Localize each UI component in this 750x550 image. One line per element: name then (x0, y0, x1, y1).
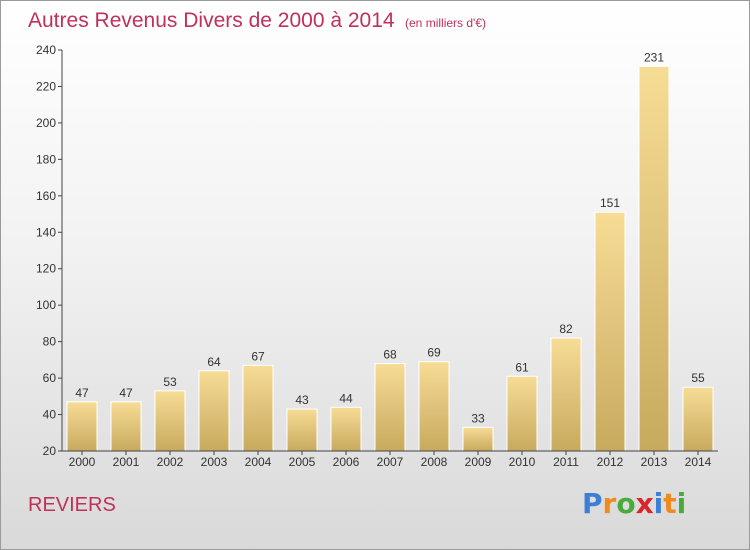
y-tick-label: 160 (36, 189, 56, 203)
axes (58, 49, 718, 455)
y-tick-label: 100 (36, 298, 56, 312)
logo-letter: o (616, 487, 636, 520)
data-label: 33 (471, 411, 485, 425)
y-tick-label: 200 (36, 116, 56, 130)
title-unit: (en milliers d'€) (405, 16, 486, 30)
x-tick-label: 2011 (553, 455, 579, 469)
data-label: 44 (339, 391, 353, 405)
y-tick-label: 140 (36, 225, 56, 239)
logo-letter: i (676, 487, 687, 520)
x-tick-label: 2006 (333, 455, 360, 469)
logo-letter: P (582, 487, 603, 520)
data-label: 53 (163, 375, 177, 389)
logo-letter: i (653, 487, 664, 520)
bar (682, 386, 714, 452)
data-label: 64 (207, 355, 221, 369)
y-tick-label: 60 (43, 371, 57, 385)
bar (198, 370, 230, 452)
x-tick-label: 2002 (157, 455, 184, 469)
labels: 47 47 53 64 67 43 44 68 69 33 61 82 151 231 55 20 40 60 80… (36, 43, 712, 469)
bar (638, 65, 670, 452)
bars (66, 65, 714, 452)
x-tick-label: 2003 (201, 455, 228, 469)
y-tick-label: 220 (36, 79, 56, 93)
y-tick-label: 40 (43, 408, 57, 422)
data-label: 43 (295, 393, 309, 407)
bar (242, 364, 274, 452)
x-tick-label: 2008 (421, 455, 448, 469)
y-tick-label: 120 (36, 262, 56, 276)
data-label: 67 (251, 349, 265, 363)
bar (374, 363, 406, 452)
y-tick-label: 240 (36, 43, 56, 57)
data-label: 69 (427, 346, 441, 360)
x-tick-label: 2010 (509, 455, 536, 469)
title-main: Autres Revenus Divers de 2000 à 2014 (28, 9, 395, 32)
x-tick-label: 2004 (245, 455, 272, 469)
data-label: 47 (75, 386, 89, 400)
chart-title: Autres Revenus Divers de 2000 à 2014 (en… (28, 9, 486, 33)
y-tick-label: 180 (36, 152, 56, 166)
logo-letter: t (663, 487, 677, 520)
x-tick-label: 2013 (641, 455, 668, 469)
logo-letter: x (635, 487, 654, 520)
data-label: 151 (600, 196, 620, 210)
x-tick-label: 2000 (69, 455, 96, 469)
data-label: 231 (644, 50, 664, 64)
bar (286, 408, 318, 452)
bar (594, 211, 626, 452)
bar (330, 406, 362, 452)
bar (550, 337, 582, 452)
bar (506, 375, 538, 452)
bar (154, 390, 186, 452)
bar (66, 401, 98, 452)
data-label: 47 (119, 386, 133, 400)
x-tick-label: 2014 (685, 455, 712, 469)
y-tick-label: 80 (43, 335, 57, 349)
x-tick-label: 2012 (597, 455, 624, 469)
x-tick-label: 2005 (289, 455, 316, 469)
x-tick-label: 2007 (377, 455, 404, 469)
logo-letter: r (602, 487, 617, 520)
data-label: 82 (559, 322, 573, 336)
bar (110, 401, 142, 452)
x-tick-label: 2001 (113, 455, 140, 469)
proxiti-logo[interactable]: Proxiti (582, 487, 686, 520)
bar (418, 361, 450, 452)
data-label: 68 (383, 348, 397, 362)
data-label: 55 (691, 371, 705, 385)
x-tick-label: 2009 (465, 455, 492, 469)
commune-name: REVIERS (28, 494, 116, 516)
y-tick-label: 20 (43, 444, 57, 458)
bar (462, 426, 494, 452)
data-label: 61 (515, 360, 529, 374)
